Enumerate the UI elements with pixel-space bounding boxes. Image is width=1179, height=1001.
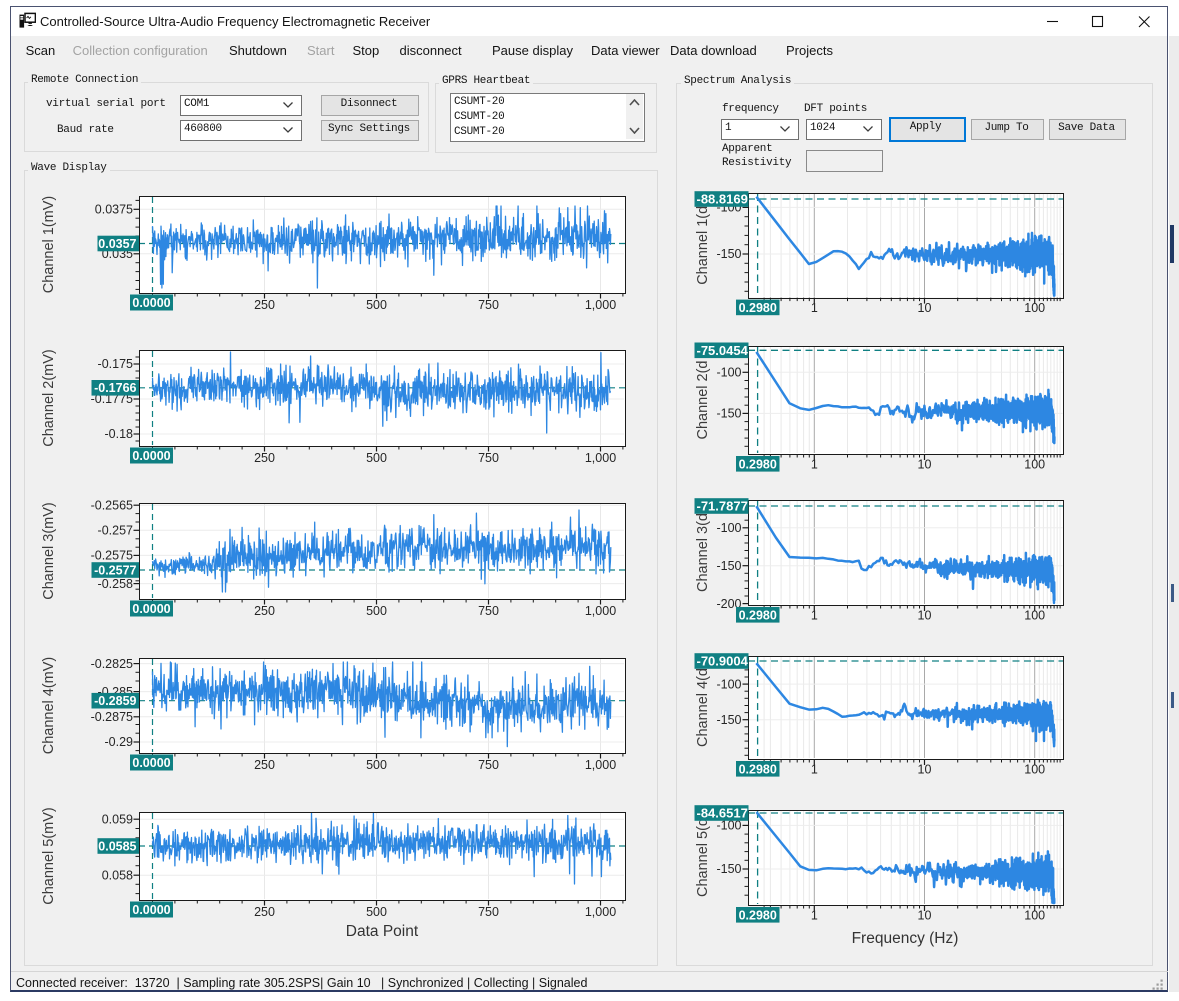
svg-text:-150: -150 (716, 247, 741, 261)
svg-text:-150: -150 (716, 862, 741, 876)
svg-text:0.0000: 0.0000 (132, 903, 170, 917)
svg-text:500: 500 (366, 758, 387, 772)
svg-text:0.0585: 0.0585 (98, 839, 136, 853)
svg-text:-0.257: -0.257 (98, 524, 133, 538)
svg-text:1,000: 1,000 (585, 298, 616, 312)
svg-text:0.2980: 0.2980 (739, 762, 777, 776)
svg-text:0.0000: 0.0000 (132, 602, 170, 616)
svg-text:-0.2875: -0.2875 (91, 710, 133, 724)
svg-text:500: 500 (366, 905, 387, 919)
svg-text:750: 750 (478, 298, 499, 312)
svg-text:-0.2565: -0.2565 (91, 498, 133, 512)
svg-text:0.2980: 0.2980 (739, 457, 777, 471)
svg-text:500: 500 (366, 604, 387, 618)
svg-text:750: 750 (478, 758, 499, 772)
svg-text:250: 250 (254, 905, 275, 919)
svg-text:500: 500 (366, 298, 387, 312)
svg-text:Data Point: Data Point (346, 923, 419, 940)
svg-text:100: 100 (1024, 909, 1045, 923)
svg-text:-0.29: -0.29 (105, 735, 134, 749)
svg-text:-0.2825: -0.2825 (91, 657, 133, 671)
svg-text:Channel 2(d: Channel 2(d (695, 361, 711, 440)
svg-text:0.0000: 0.0000 (132, 449, 170, 463)
svg-text:1: 1 (811, 909, 818, 923)
svg-text:1: 1 (811, 301, 818, 315)
svg-text:Channel 3(mV): Channel 3(mV) (41, 502, 57, 600)
svg-text:1,000: 1,000 (585, 604, 616, 618)
svg-text:10: 10 (918, 763, 932, 777)
svg-text:Channel 4(mV): Channel 4(mV) (41, 657, 57, 755)
svg-text:0.2980: 0.2980 (739, 608, 777, 622)
svg-text:-200: -200 (716, 597, 741, 611)
svg-text:-71.7877: -71.7877 (697, 499, 748, 514)
svg-text:1,000: 1,000 (585, 758, 616, 772)
svg-text:100: 100 (1024, 301, 1045, 315)
svg-text:Channel 1(mV): Channel 1(mV) (41, 196, 57, 294)
svg-text:-0.2859: -0.2859 (94, 694, 136, 708)
svg-text:0.2980: 0.2980 (739, 908, 777, 922)
svg-text:250: 250 (254, 758, 275, 772)
svg-text:-150: -150 (716, 407, 741, 421)
svg-text:-75.0454: -75.0454 (697, 343, 749, 358)
svg-text:-100: -100 (716, 366, 741, 380)
svg-text:-100: -100 (716, 677, 741, 691)
svg-text:0.058: 0.058 (102, 868, 133, 882)
svg-text:-100: -100 (716, 819, 741, 833)
svg-text:0.0375: 0.0375 (95, 203, 133, 217)
svg-text:1: 1 (811, 609, 818, 623)
svg-text:10: 10 (918, 458, 932, 472)
svg-text:1,000: 1,000 (585, 451, 616, 465)
svg-text:Channel 5(d: Channel 5(d (695, 818, 711, 897)
svg-text:250: 250 (254, 451, 275, 465)
svg-text:-0.1775: -0.1775 (91, 392, 133, 406)
svg-text:250: 250 (254, 298, 275, 312)
svg-text:10: 10 (918, 609, 932, 623)
svg-text:Channel 2(mV): Channel 2(mV) (41, 349, 57, 447)
svg-text:750: 750 (478, 905, 499, 919)
svg-text:500: 500 (366, 451, 387, 465)
svg-text:0.059: 0.059 (102, 812, 133, 826)
svg-text:-150: -150 (716, 713, 741, 727)
svg-text:Channel 1(d: Channel 1(d (695, 206, 711, 285)
svg-text:1: 1 (811, 763, 818, 777)
svg-text:250: 250 (254, 604, 275, 618)
svg-text:750: 750 (478, 451, 499, 465)
svg-text:-0.18: -0.18 (105, 427, 134, 441)
svg-text:100: 100 (1024, 458, 1045, 472)
svg-text:-88.8169: -88.8169 (697, 192, 748, 207)
svg-text:750: 750 (478, 604, 499, 618)
svg-text:-100: -100 (716, 521, 741, 535)
svg-text:-84.6517: -84.6517 (697, 806, 748, 821)
svg-text:1: 1 (811, 458, 818, 472)
svg-text:-0.258: -0.258 (98, 577, 133, 591)
svg-text:0.0000: 0.0000 (132, 296, 170, 310)
svg-text:-70.9004: -70.9004 (697, 654, 749, 669)
svg-text:Channel 3(d: Channel 3(d (695, 513, 711, 592)
svg-text:-0.1766: -0.1766 (94, 381, 136, 395)
svg-text:Channel 4(d: Channel 4(d (695, 668, 711, 747)
svg-text:Channel 5(mV): Channel 5(mV) (41, 807, 57, 905)
svg-text:10: 10 (918, 301, 932, 315)
svg-text:100: 100 (1024, 763, 1045, 777)
svg-text:0.0000: 0.0000 (132, 756, 170, 770)
svg-text:-0.175: -0.175 (98, 357, 133, 371)
svg-text:10: 10 (918, 909, 932, 923)
svg-text:Frequency (Hz): Frequency (Hz) (852, 930, 959, 947)
svg-text:-150: -150 (716, 559, 741, 573)
svg-text:100: 100 (1024, 609, 1045, 623)
svg-text:0.0357: 0.0357 (98, 237, 136, 251)
svg-text:-0.2575: -0.2575 (91, 549, 133, 563)
svg-text:-0.2577: -0.2577 (94, 563, 136, 577)
svg-text:0.2980: 0.2980 (739, 301, 777, 315)
svg-text:1,000: 1,000 (585, 905, 616, 919)
